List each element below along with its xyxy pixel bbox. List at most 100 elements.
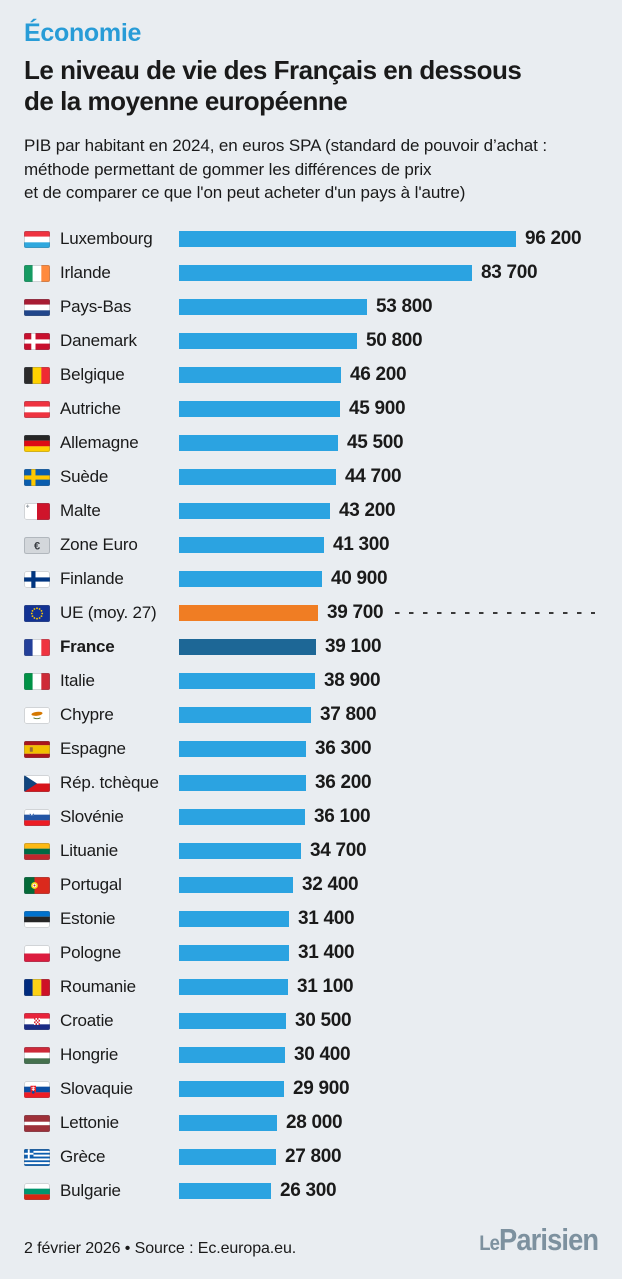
portugal-flag-icon bbox=[24, 876, 50, 894]
subtitle-line-3: et de comparer ce que l'on peut acheter … bbox=[24, 183, 466, 203]
value-bar bbox=[179, 1183, 271, 1200]
title-line-1: Le niveau de vie des Français en dessous bbox=[24, 54, 522, 85]
czechia-flag-icon bbox=[24, 774, 50, 792]
luxembourg-flag-icon bbox=[24, 230, 50, 248]
value-bar bbox=[179, 605, 318, 622]
value-label: 30 500 bbox=[295, 1010, 352, 1032]
chart-row-croatia: Croatie 30 500 bbox=[24, 1004, 598, 1038]
finland-flag-icon bbox=[24, 570, 50, 588]
chart-row-cyprus: Chypre 37 800 bbox=[24, 698, 598, 732]
value-label: 31 100 bbox=[297, 976, 354, 998]
country-label: Espagne bbox=[60, 739, 126, 759]
germany-flag-icon bbox=[24, 434, 50, 452]
page-title: Le niveau de vie des Français en dessous… bbox=[24, 55, 598, 117]
country-label: Allemagne bbox=[60, 433, 139, 453]
value-bar bbox=[179, 537, 324, 554]
chart-row-estonia: Estonie 31 400 bbox=[24, 902, 598, 936]
value-label: 30 400 bbox=[294, 1044, 351, 1066]
country-label: Irlande bbox=[60, 263, 111, 283]
croatia-flag-icon bbox=[24, 1012, 50, 1030]
country-label: Lituanie bbox=[60, 841, 118, 861]
value-bar bbox=[179, 1081, 284, 1098]
country-label: Lettonie bbox=[60, 1113, 119, 1133]
country-label: Chypre bbox=[60, 705, 114, 725]
country-label: Pays-Bas bbox=[60, 297, 132, 317]
chart-row-austria: Autriche 45 900 bbox=[24, 392, 598, 426]
bulgaria-flag-icon bbox=[24, 1182, 50, 1200]
chart-row-netherlands: Pays-Bas 53 800 bbox=[24, 290, 598, 324]
slovakia-flag-icon bbox=[24, 1080, 50, 1098]
value-bar bbox=[179, 843, 301, 860]
latvia-flag-icon bbox=[24, 1114, 50, 1132]
country-label: Rép. tchèque bbox=[60, 773, 159, 793]
value-label: 46 200 bbox=[350, 364, 407, 386]
chart-row-france: France 39 100 bbox=[24, 630, 598, 664]
country-label: Estonie bbox=[60, 909, 116, 929]
greece-flag-icon bbox=[24, 1148, 50, 1166]
value-bar bbox=[179, 945, 289, 962]
poland-flag-icon bbox=[24, 944, 50, 962]
country-label: Portugal bbox=[60, 875, 122, 895]
chart-row-italy: Italie 38 900 bbox=[24, 664, 598, 698]
country-label: Malte bbox=[60, 501, 101, 521]
value-label: 39 700 bbox=[327, 602, 384, 624]
eurozone-flag-icon: € bbox=[24, 536, 50, 554]
value-bar bbox=[179, 1115, 277, 1132]
austria-flag-icon bbox=[24, 400, 50, 418]
chart-row-denmark: Danemark 50 800 bbox=[24, 324, 598, 358]
chart-row-poland: Pologne 31 400 bbox=[24, 936, 598, 970]
value-bar bbox=[179, 1013, 286, 1030]
value-label: 36 300 bbox=[315, 738, 372, 760]
bar-chart: Luxembourg 96 200 Irlande 83 700 Pays-Ba… bbox=[24, 222, 598, 1208]
country-label: UE (moy. 27) bbox=[60, 603, 157, 623]
france-flag-icon bbox=[24, 638, 50, 656]
footer: 2 février 2026 • Source : Ec.europa.eu. … bbox=[24, 1222, 599, 1258]
subtitle-line-1: PIB par habitant en 2024, en euros SPA (… bbox=[24, 135, 547, 155]
lithuania-flag-icon bbox=[24, 842, 50, 860]
value-label: 44 700 bbox=[345, 466, 402, 488]
value-label: 28 000 bbox=[286, 1112, 343, 1134]
chart-subtitle: PIB par habitant en 2024, en euros SPA (… bbox=[24, 134, 598, 205]
value-bar bbox=[179, 775, 306, 792]
value-bar bbox=[179, 809, 305, 826]
value-label: 38 900 bbox=[324, 670, 381, 692]
value-bar bbox=[179, 401, 340, 418]
chart-row-greece: Grèce 27 800 bbox=[24, 1140, 598, 1174]
value-bar bbox=[179, 299, 367, 316]
value-bar bbox=[179, 571, 322, 588]
country-label: Luxembourg bbox=[60, 229, 153, 249]
value-bar bbox=[179, 741, 306, 758]
value-bar bbox=[179, 265, 472, 282]
malta-flag-icon bbox=[24, 502, 50, 520]
value-label: 27 800 bbox=[285, 1146, 342, 1168]
country-label: Grèce bbox=[60, 1147, 106, 1167]
netherlands-flag-icon bbox=[24, 298, 50, 316]
spain-flag-icon bbox=[24, 740, 50, 758]
country-label: Finlande bbox=[60, 569, 124, 589]
chart-row-slovakia: Slovaquie 29 900 bbox=[24, 1072, 598, 1106]
country-label: France bbox=[60, 637, 115, 657]
subtitle-line-2: méthode permettant de gommer les différe… bbox=[24, 159, 432, 179]
country-label: Slovaquie bbox=[60, 1079, 133, 1099]
country-label: Italie bbox=[60, 671, 95, 691]
section-kicker: Économie bbox=[24, 19, 142, 47]
value-label: 39 100 bbox=[325, 636, 382, 658]
value-label: 40 900 bbox=[331, 568, 388, 590]
value-label: 36 100 bbox=[314, 806, 371, 828]
chart-row-romania: Roumanie 31 100 bbox=[24, 970, 598, 1004]
ireland-flag-icon bbox=[24, 264, 50, 282]
chart-row-portugal: Portugal 32 400 bbox=[24, 868, 598, 902]
value-label: 36 200 bbox=[315, 772, 372, 794]
value-label: 53 800 bbox=[376, 296, 433, 318]
chart-row-slovenia: Slovénie 36 100 bbox=[24, 800, 598, 834]
value-label: 96 200 bbox=[525, 228, 582, 250]
belgium-flag-icon bbox=[24, 366, 50, 384]
country-label: Hongrie bbox=[60, 1045, 119, 1065]
chart-row-eu: UE (moy. 27) 39 700 bbox=[24, 596, 598, 630]
denmark-flag-icon bbox=[24, 332, 50, 350]
chart-row-sweden: Suède 44 700 bbox=[24, 460, 598, 494]
chart-row-eurozone: € Zone Euro 41 300 bbox=[24, 528, 598, 562]
value-label: 31 400 bbox=[298, 942, 355, 964]
romania-flag-icon bbox=[24, 978, 50, 996]
value-bar bbox=[179, 231, 516, 248]
